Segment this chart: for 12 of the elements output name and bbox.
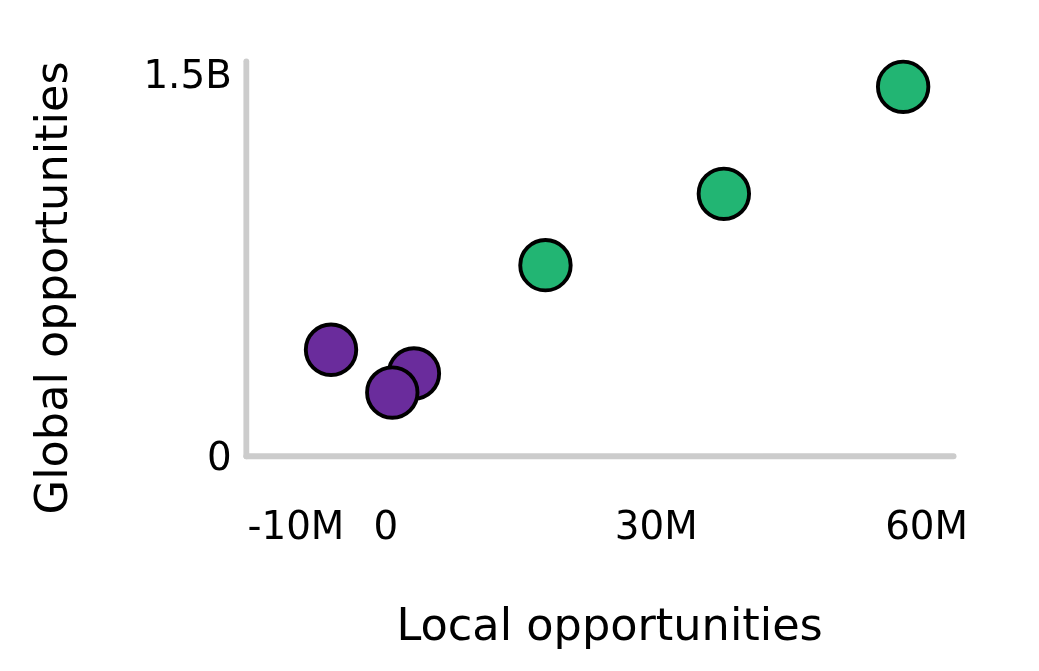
x-tick-label: 60M xyxy=(885,502,968,548)
point xyxy=(696,166,752,221)
x-tick-label: 30M xyxy=(614,502,698,548)
point xyxy=(518,238,573,293)
x-tick-label: -10M xyxy=(247,502,345,548)
x-axis-title: Local opportunities xyxy=(396,598,823,651)
point xyxy=(365,365,420,420)
y-axis-title: Global opportunities xyxy=(25,61,78,515)
y-tick-label: 1.5B xyxy=(143,51,232,97)
point xyxy=(875,59,931,114)
point xyxy=(303,322,359,377)
x-tick-label: 0 xyxy=(373,502,399,548)
